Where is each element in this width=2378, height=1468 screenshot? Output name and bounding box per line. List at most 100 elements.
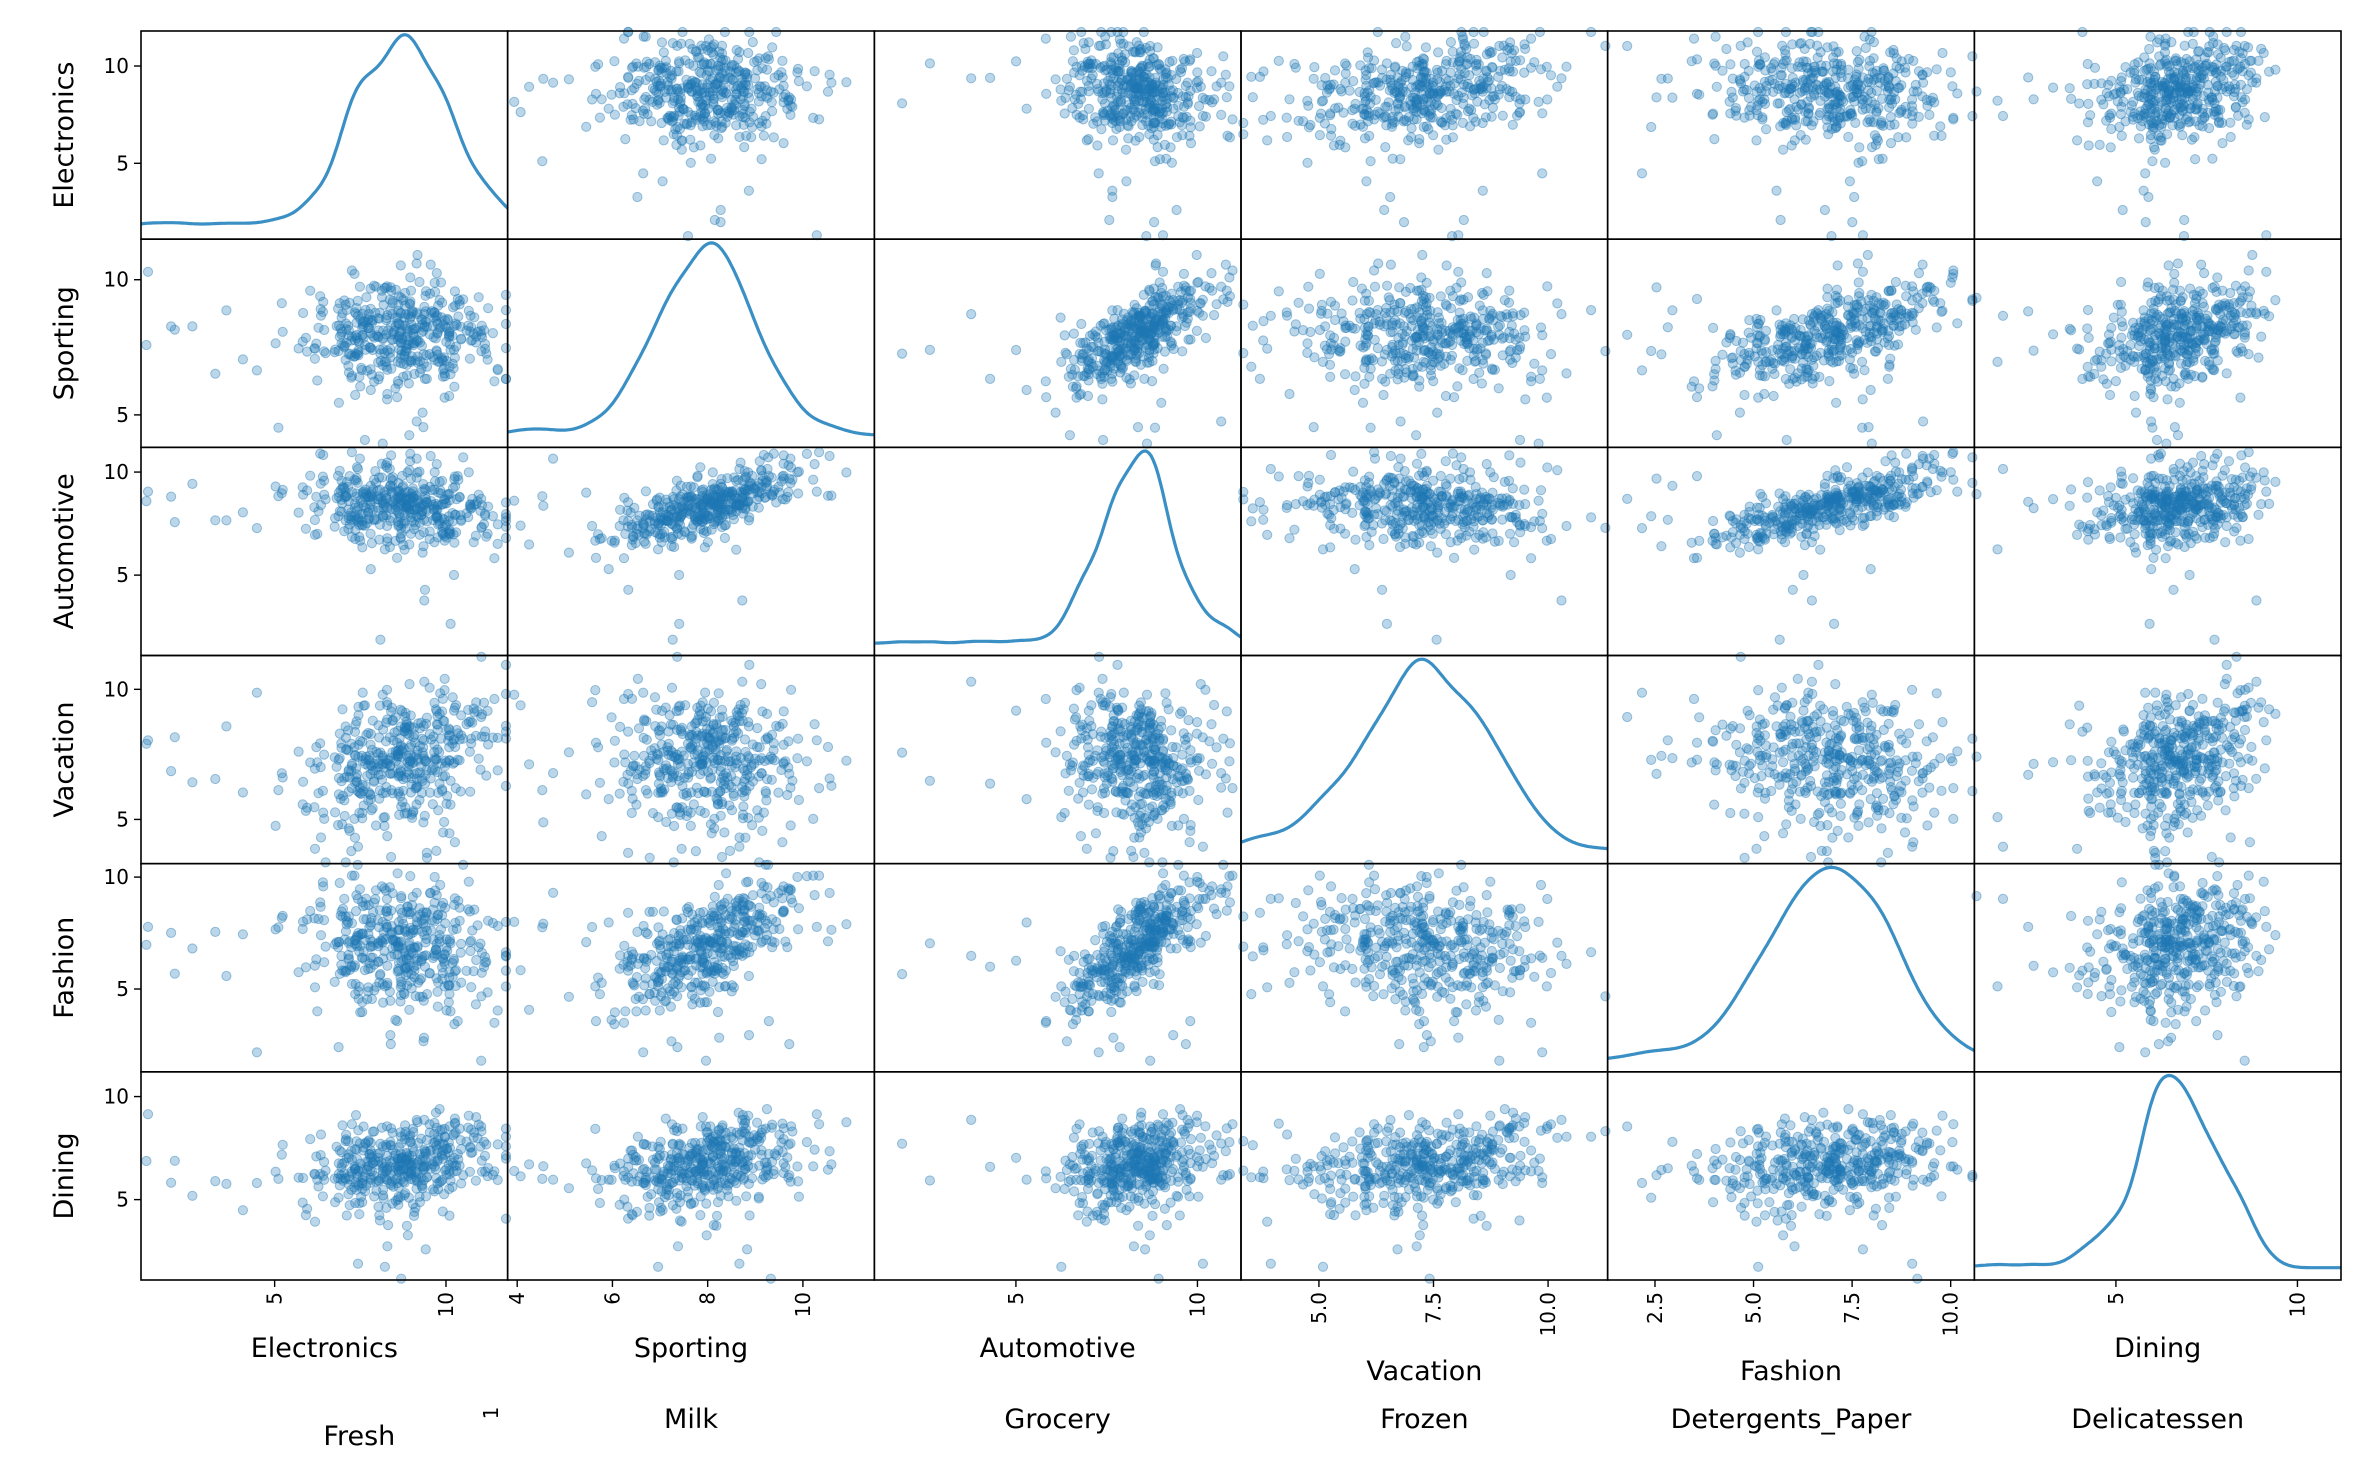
scatter-point — [169, 324, 180, 335]
scatter-point — [2082, 323, 2093, 334]
scatter-point — [424, 481, 436, 492]
scatter-point — [1172, 87, 1184, 99]
scatter-point — [1866, 26, 1877, 38]
scatter-point — [1708, 108, 1719, 119]
scatter-point — [341, 337, 352, 348]
scatter-point — [1110, 63, 1121, 74]
scatter-point — [1381, 319, 1392, 330]
scatter-point — [762, 85, 773, 96]
scatter-point — [1092, 332, 1103, 343]
scatter-point — [411, 258, 422, 269]
scatter-point — [419, 373, 431, 384]
scatter-point — [696, 40, 707, 51]
scatter-point — [1176, 120, 1188, 131]
scatter-point — [1515, 55, 1526, 66]
scatter-point — [1302, 95, 1313, 107]
scatter-point — [2188, 26, 2199, 38]
scatter-point — [1224, 81, 1235, 92]
scatter-point — [2082, 304, 2094, 316]
scatter-point — [705, 74, 716, 85]
scatter-point — [2204, 41, 2215, 52]
scatter-point — [2140, 168, 2151, 179]
scatter-point — [1656, 349, 1667, 360]
scatter-point — [1913, 303, 1924, 314]
scatter-point — [313, 322, 324, 333]
scatter-point — [367, 344, 378, 356]
scatter-point — [1156, 397, 1167, 408]
scatter-point — [270, 338, 281, 349]
scatter-point — [1890, 94, 1901, 105]
scatter-point — [1739, 71, 1750, 82]
scatter-point — [1497, 110, 1508, 121]
scatter-point — [1093, 168, 1104, 179]
scatter-point — [1857, 156, 1868, 167]
scatter-point — [1844, 354, 1856, 365]
scatter-point — [985, 72, 996, 84]
scatter-point — [1751, 46, 1763, 57]
scatter-point — [659, 63, 670, 74]
scatter-point — [1514, 98, 1525, 109]
scatter-point — [1852, 258, 1864, 269]
scatter-point — [1094, 40, 1105, 52]
scatter-point — [1868, 37, 1880, 48]
scatter-point — [1504, 326, 1515, 337]
scatter-point — [1144, 82, 1155, 93]
scatter-point — [603, 103, 614, 114]
scatter-point — [2225, 287, 2236, 299]
scatter-point — [665, 72, 676, 83]
scatter-point — [1828, 357, 1839, 368]
scatter-point — [1154, 154, 1166, 165]
scatter-point — [703, 103, 714, 114]
scatter-point — [1176, 63, 1188, 74]
scatter-point — [1796, 38, 1807, 49]
scatter-point — [2148, 303, 2159, 314]
scatter-point — [1646, 121, 1657, 133]
scatter-point — [1721, 43, 1732, 55]
scatter-point — [437, 475, 448, 486]
scatter-point — [1357, 397, 1369, 408]
scatter-point — [1041, 88, 1052, 99]
scatter-point — [1775, 214, 1786, 226]
scatter-point — [1468, 26, 1479, 38]
scatter-point — [1809, 371, 1820, 382]
scatter-point — [1552, 81, 1563, 92]
scatter-point — [618, 33, 630, 44]
scatter-point — [2174, 121, 2185, 132]
scatter-point — [362, 518, 373, 529]
scatter-point — [1710, 60, 1721, 71]
scatter-point — [2089, 78, 2100, 90]
scatter-point — [1711, 430, 1722, 441]
scatter-point — [1917, 288, 1928, 299]
scatter-point — [1798, 357, 1809, 368]
scatter-point — [1110, 354, 1121, 365]
scatter-point — [1737, 86, 1749, 97]
scatter-point — [2133, 90, 2144, 102]
scatter-point — [793, 488, 804, 499]
scatter-point — [1403, 135, 1414, 146]
scatter-point — [142, 266, 154, 277]
scatter-point — [2161, 295, 2172, 306]
scatter-point — [476, 522, 487, 534]
scatter-point — [1238, 129, 1249, 140]
scatter-point — [464, 353, 475, 364]
scatter-point — [396, 349, 407, 360]
scatter-point — [1710, 31, 1721, 42]
scatter-point — [346, 265, 357, 276]
scatter-point — [1218, 51, 1229, 62]
scatter-point — [1780, 373, 1792, 385]
scatter-point — [1453, 266, 1464, 277]
scatter-point — [403, 502, 414, 513]
scatter-point — [1760, 356, 1771, 367]
scatter-point — [1363, 111, 1375, 122]
scatter-point — [737, 595, 748, 606]
scatter-point — [1841, 332, 1853, 344]
scatter-point — [2239, 107, 2250, 118]
scatter-point — [1179, 320, 1191, 332]
scatter-point — [433, 519, 444, 530]
scatter-point — [1096, 373, 1107, 385]
scatter-point — [2225, 131, 2236, 143]
scatter-point — [1751, 135, 1762, 146]
scatter-point — [1399, 331, 1411, 342]
scatter-point — [1771, 185, 1782, 196]
scatter-point — [331, 320, 342, 332]
